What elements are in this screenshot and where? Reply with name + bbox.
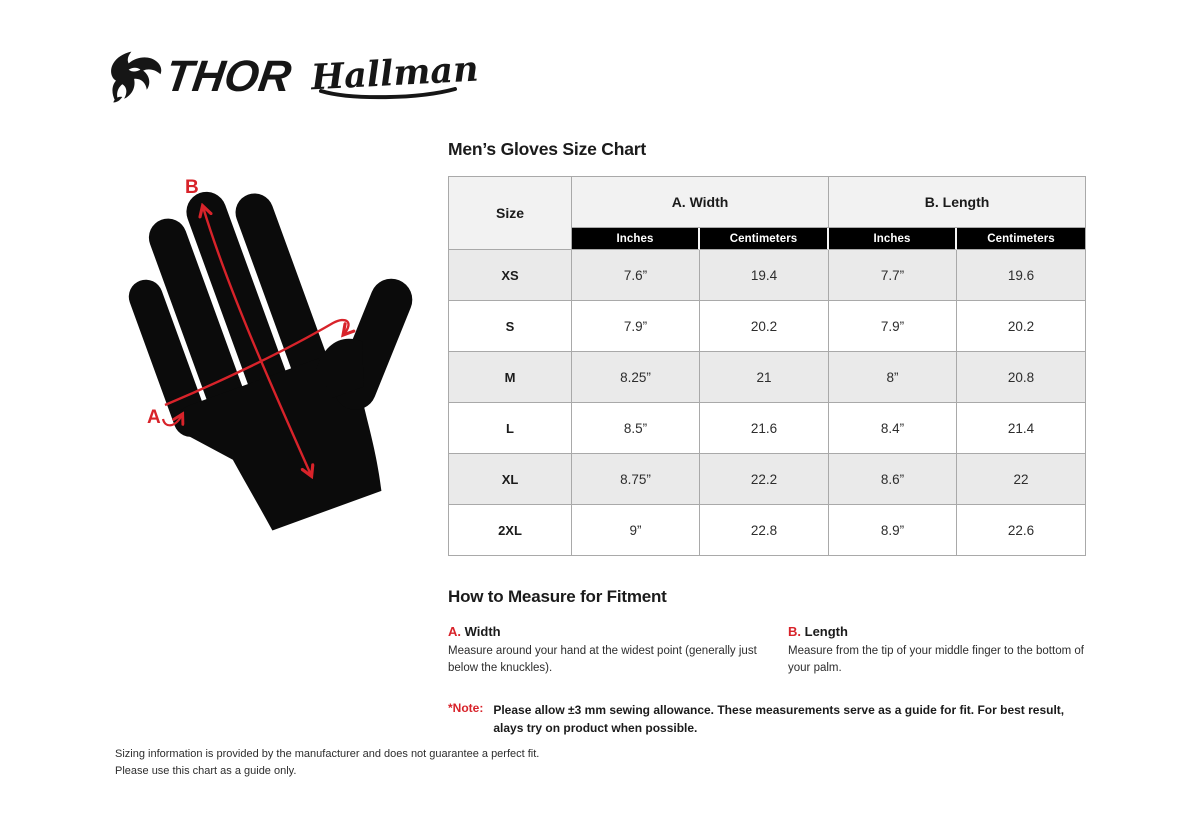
col-header-length-inches: Inches <box>829 228 958 250</box>
label-a: A <box>147 407 161 428</box>
thor-logo: THOR <box>106 48 295 106</box>
measure-item-width-heading: A. Width <box>448 624 788 639</box>
table-row: 2XL 9” 22.8 8.9” 22.6 <box>449 505 1087 556</box>
hand-silhouette <box>128 191 413 531</box>
table-row: M 8.25” 21 8” 20.8 <box>449 352 1087 403</box>
measurement-cell: 22.2 <box>700 454 830 505</box>
measurement-cell: 19.4 <box>700 250 830 301</box>
measurement-cell: 21.4 <box>957 403 1087 454</box>
measurement-cell: 8.75” <box>572 454 700 505</box>
label-b: B <box>185 177 199 198</box>
col-header-length-centimeters: Centimeters <box>957 228 1087 250</box>
measurement-cell: 7.6” <box>572 250 700 301</box>
measurement-cell: 7.9” <box>829 301 958 352</box>
col-header-width-inches: Inches <box>572 228 700 250</box>
note-text: Please allow ±3 mm sewing allowance. The… <box>493 702 1065 736</box>
size-chart-body: XS 7.6” 19.4 7.7” 19.6 S 7.9” 20.2 7.9” 20.2 M 8.25… <box>449 250 1087 556</box>
measurement-cell: 8.6” <box>829 454 958 505</box>
table-row: L 8.5” 21.6 8.4” 21.4 <box>449 403 1087 454</box>
glove-measurement-figure: B A <box>127 163 427 548</box>
hallman-logo: Hallman <box>309 48 480 101</box>
brand-logos: THOR Hallman <box>106 46 480 108</box>
measurement-cell: 9” <box>572 505 700 556</box>
measure-description-width: Measure around your hand at the widest p… <box>448 645 757 675</box>
row-size-label: XL <box>449 454 572 505</box>
sizing-note: *Note: Please allow ±3 mm sewing allowan… <box>448 701 1086 738</box>
content-column: Men’s Gloves Size Chart Size A. Width B.… <box>448 139 1087 738</box>
size-chart-table: Size A. Width B. Length Inches Centimete… <box>448 176 1087 556</box>
table-group-header-row: Size A. Width B. Length <box>449 177 1087 250</box>
measurement-cell: 20.2 <box>700 301 830 352</box>
measurement-cell: 22.6 <box>957 505 1087 556</box>
measure-item-length: B. Length Measure from the tip of your m… <box>788 624 1086 678</box>
measurement-cell: 21.6 <box>700 403 830 454</box>
measurement-cell: 8.9” <box>829 505 958 556</box>
footer-line-2: Please use this chart as a guide only. <box>115 765 297 778</box>
measure-item-length-heading: B. Length <box>788 624 1086 639</box>
measure-description-length: Measure from the tip of your middle fing… <box>788 645 1084 675</box>
row-size-label: 2XL <box>449 505 572 556</box>
measurement-cell: 22.8 <box>700 505 830 556</box>
measure-letter-b: B. <box>788 624 801 639</box>
table-row: S 7.9” 20.2 7.9” 20.2 <box>449 301 1087 352</box>
note-label: *Note: <box>448 700 484 715</box>
measurement-cell: 7.7” <box>829 250 958 301</box>
measurement-cell: 7.9” <box>572 301 700 352</box>
footer-disclaimer: Sizing information is provided by the ma… <box>115 746 539 780</box>
footer-line-1: Sizing information is provided by the ma… <box>115 748 540 760</box>
size-chart-title: Men’s Gloves Size Chart <box>448 139 647 159</box>
measurement-cell: 22 <box>957 454 1087 505</box>
how-to-measure-title: How to Measure for Fitment <box>448 587 667 606</box>
table-unit-header-row: Inches Centimeters Inches Centimeters <box>449 228 1087 250</box>
table-row: XS 7.6” 19.4 7.7” 19.6 <box>449 250 1087 301</box>
table-row: XL 8.75” 22.2 8.6” 22 <box>449 454 1087 505</box>
length-arrow <box>203 207 311 475</box>
col-header-width-centimeters: Centimeters <box>700 228 830 250</box>
measurement-cell: 21 <box>700 352 830 403</box>
thor-wordmark: THOR <box>162 52 295 101</box>
measure-letter-a: A. <box>448 624 461 639</box>
measurement-cell: 19.6 <box>957 250 1087 301</box>
hallman-underline-swash <box>318 86 457 99</box>
measure-item-width: A. Width Measure around your hand at the… <box>448 624 788 678</box>
row-size-label: XS <box>449 250 572 301</box>
measure-name-width: Width <box>464 624 501 639</box>
thor-goat-icon <box>111 51 162 103</box>
measurement-cell: 8.4” <box>829 403 958 454</box>
measurement-cell: 8.25” <box>572 352 700 403</box>
col-header-width-group: A. Width <box>572 177 830 228</box>
measure-name-length: Length <box>804 624 848 639</box>
measurement-cell: 20.2 <box>957 301 1087 352</box>
width-arrow-hook <box>161 415 182 427</box>
width-arrow <box>164 318 348 407</box>
measurement-cell: 20.8 <box>957 352 1087 403</box>
row-size-label: L <box>449 403 572 454</box>
col-header-length-group: B. Length <box>829 177 1087 228</box>
hallman-wordmark: Hallman <box>309 48 480 98</box>
row-size-label: S <box>449 301 572 352</box>
col-header-size: Size <box>449 177 572 250</box>
row-size-label: M <box>449 352 572 403</box>
measurement-cell: 8” <box>829 352 958 403</box>
measurement-cell: 8.5” <box>572 403 700 454</box>
measure-instructions: A. Width Measure around your hand at the… <box>448 624 1086 678</box>
